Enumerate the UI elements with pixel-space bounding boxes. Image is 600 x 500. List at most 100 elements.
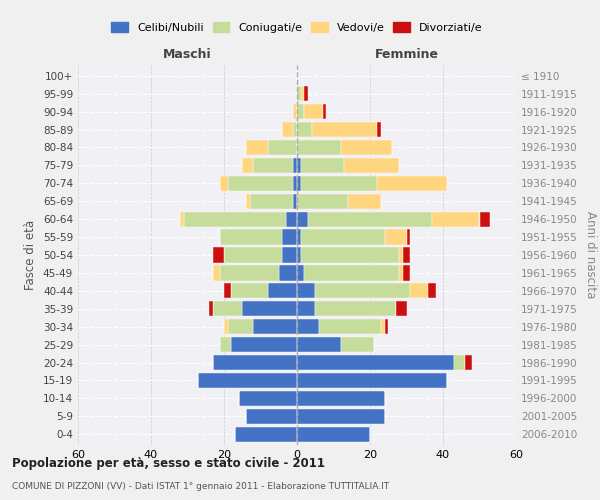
Bar (432, 212, 479, 227)
Bar (377, 122, 381, 137)
Bar (293, 176, 297, 191)
Bar (341, 337, 374, 352)
Bar (283, 230, 297, 244)
Bar (319, 319, 381, 334)
Bar (246, 140, 268, 155)
Bar (304, 86, 308, 102)
Bar (385, 230, 407, 244)
Bar (403, 266, 410, 280)
Text: Maschi: Maschi (163, 48, 212, 62)
Bar (297, 248, 301, 262)
Bar (253, 158, 293, 173)
Text: Popolazione per età, sesso e stato civile - 2011: Popolazione per età, sesso e stato civil… (12, 458, 325, 470)
Bar (227, 176, 293, 191)
Bar (304, 266, 399, 280)
Bar (220, 266, 279, 280)
Bar (399, 248, 403, 262)
Bar (184, 212, 286, 227)
Bar (283, 248, 297, 262)
Bar (224, 248, 283, 262)
Bar (293, 104, 297, 119)
Bar (220, 230, 283, 244)
Bar (293, 194, 297, 209)
Bar (308, 212, 432, 227)
Bar (297, 122, 311, 137)
Bar (297, 140, 341, 155)
Bar (304, 104, 323, 119)
Bar (279, 266, 297, 280)
Bar (301, 248, 399, 262)
Bar (246, 408, 297, 424)
Bar (297, 426, 370, 442)
Bar (297, 230, 301, 244)
Bar (232, 337, 297, 352)
Bar (199, 373, 297, 388)
Bar (224, 283, 232, 298)
Bar (239, 391, 297, 406)
Bar (301, 176, 377, 191)
Bar (454, 355, 465, 370)
Bar (297, 337, 341, 352)
Bar (220, 337, 232, 352)
Y-axis label: Anni di nascita: Anni di nascita (584, 212, 597, 298)
Bar (297, 212, 308, 227)
Bar (301, 230, 385, 244)
Bar (242, 301, 297, 316)
Bar (297, 373, 446, 388)
Bar (297, 86, 301, 102)
Bar (479, 212, 490, 227)
Bar (301, 158, 344, 173)
Bar (242, 158, 253, 173)
Legend: Celibi/Nubili, Coniugati/e, Vedovi/e, Divorziati/e: Celibi/Nubili, Coniugati/e, Vedovi/e, Di… (107, 18, 487, 37)
Bar (297, 355, 454, 370)
Bar (315, 301, 395, 316)
Bar (180, 212, 184, 227)
Bar (235, 426, 297, 442)
Bar (301, 86, 304, 102)
Bar (465, 355, 472, 370)
Bar (344, 158, 399, 173)
Bar (377, 176, 446, 191)
Bar (283, 122, 293, 137)
Bar (428, 283, 436, 298)
Bar (341, 140, 392, 155)
Bar (253, 319, 297, 334)
Bar (232, 283, 268, 298)
Bar (297, 408, 385, 424)
Y-axis label: Fasce di età: Fasce di età (25, 220, 37, 290)
Bar (410, 283, 428, 298)
Bar (297, 158, 301, 173)
Bar (315, 283, 410, 298)
Bar (297, 176, 301, 191)
Bar (213, 266, 220, 280)
Bar (297, 104, 304, 119)
Bar (220, 176, 227, 191)
Bar (268, 283, 297, 298)
Bar (268, 140, 297, 155)
Bar (348, 194, 381, 209)
Bar (224, 319, 227, 334)
Bar (385, 319, 388, 334)
Bar (297, 283, 315, 298)
Bar (297, 194, 348, 209)
Bar (297, 319, 319, 334)
Bar (213, 248, 224, 262)
Bar (293, 158, 297, 173)
Text: COMUNE DI PIZZONI (VV) - Dati ISTAT 1° gennaio 2011 - Elaborazione TUTTITALIA.IT: COMUNE DI PIZZONI (VV) - Dati ISTAT 1° g… (12, 482, 389, 491)
Bar (323, 104, 326, 119)
Bar (246, 194, 250, 209)
Bar (403, 248, 410, 262)
Bar (286, 212, 297, 227)
Bar (213, 355, 297, 370)
Bar (297, 391, 385, 406)
Bar (399, 266, 403, 280)
Bar (407, 230, 410, 244)
Bar (381, 319, 385, 334)
Bar (297, 301, 315, 316)
Bar (297, 266, 304, 280)
Bar (213, 301, 242, 316)
Bar (395, 301, 407, 316)
Bar (209, 301, 213, 316)
Bar (250, 194, 293, 209)
Text: Femmine: Femmine (374, 48, 439, 62)
